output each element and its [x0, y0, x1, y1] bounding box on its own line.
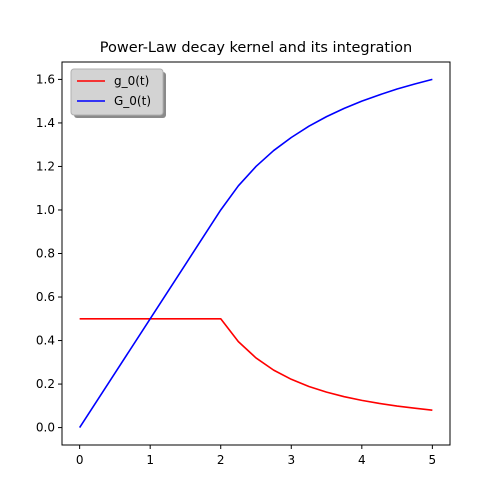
legend: g_0(t) G_0(t): [70, 68, 166, 118]
legend-label-0: g_0(t): [114, 74, 149, 88]
x-tick-label: 2: [217, 453, 225, 467]
y-tick-label: 0.0: [36, 421, 55, 435]
series-layer: [78, 78, 433, 429]
y-tick-label: 1.4: [36, 116, 55, 130]
y-tick-label: 0.8: [36, 247, 55, 261]
chart-title: Power-Law decay kernel and its integrati…: [100, 40, 412, 56]
y-tick-label: 1.6: [36, 72, 55, 86]
y-tick-label: 1.0: [36, 203, 55, 217]
ticks-layer: 0 1 2 3 4 5 0.0 0.2 0.4 0.6 0.8 1.0 1.2 1.4 1.6: [36, 72, 436, 467]
x-tick-label: 5: [429, 453, 437, 467]
y-tick-label: 1.2: [36, 159, 55, 173]
legend-label-1: G_0(t): [114, 94, 151, 108]
x-tick-label: 1: [146, 453, 154, 467]
x-tick-label: 3: [287, 453, 295, 467]
series-line-1: [78, 78, 433, 429]
y-tick-label: 0.4: [36, 334, 55, 348]
x-tick-label: 4: [358, 453, 366, 467]
y-tick-label: 0.2: [36, 377, 55, 391]
x-tick-label: 0: [76, 453, 84, 467]
series-line-0: [79, 317, 433, 411]
y-tick-label: 0.6: [36, 290, 55, 304]
